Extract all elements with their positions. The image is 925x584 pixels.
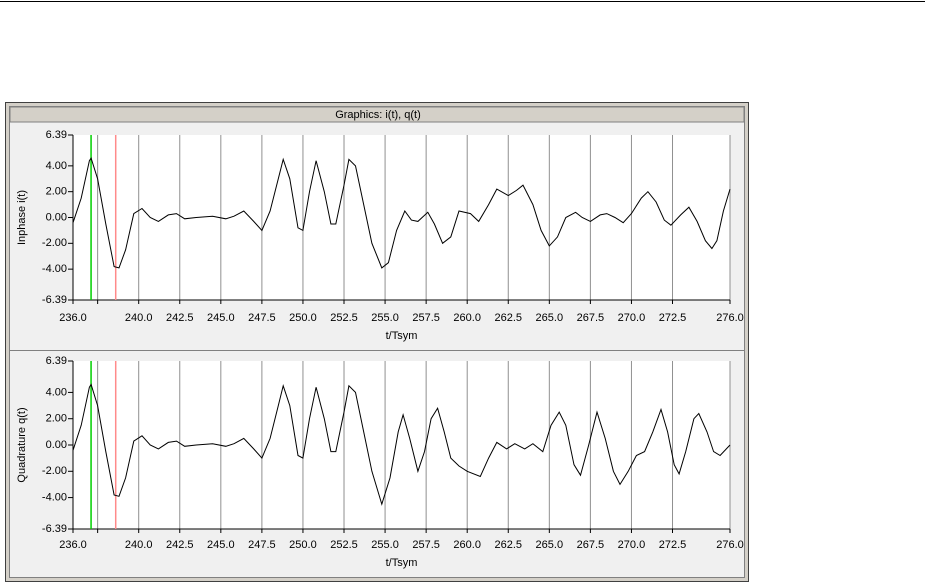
y-tick-label: -4.00 <box>42 491 67 503</box>
x-axis-label: t/Tsym <box>386 557 418 569</box>
y-tick-label: 2.00 <box>46 413 67 425</box>
x-tick-label: 252.5 <box>330 312 358 324</box>
x-tick-label: 265.0 <box>536 539 564 551</box>
x-tick-label: 270.0 <box>618 539 646 551</box>
x-tick-label: 260.0 <box>453 539 481 551</box>
y-tick-label: 6.39 <box>46 355 67 367</box>
y-axis-label: Quadrature q(t) <box>16 407 28 482</box>
x-tick-label: 262.5 <box>494 539 522 551</box>
x-tick-label: 267.5 <box>577 312 605 324</box>
y-tick-label: 6.39 <box>46 129 67 141</box>
x-tick-label: 255.0 <box>371 539 399 551</box>
x-tick-label: 247.5 <box>248 539 276 551</box>
x-tick-label: 272.5 <box>659 539 687 551</box>
title-bar <box>9 106 745 123</box>
x-tick-label: 236.0 <box>59 539 87 551</box>
x-tick-label: 255.0 <box>371 312 399 324</box>
y-tick-label: -6.39 <box>42 523 67 535</box>
x-tick-label: 236.0 <box>59 312 87 324</box>
y-tick-label: -4.00 <box>42 263 67 275</box>
y-tick-label: -2.00 <box>42 237 67 249</box>
x-tick-label: 276.0 <box>716 312 744 324</box>
window-title: Graphics: i(t), q(t) <box>335 109 421 121</box>
x-tick-label: 245.0 <box>207 539 235 551</box>
y-tick-label: -6.39 <box>42 294 67 306</box>
signal-line <box>72 383 731 506</box>
x-tick-label: 257.5 <box>412 312 440 324</box>
x-axis-label: t/Tsym <box>386 330 418 342</box>
y-tick-label: 4.00 <box>46 160 67 172</box>
x-tick-label: 240.0 <box>125 312 153 324</box>
x-tick-label: 252.5 <box>330 539 358 551</box>
x-tick-label: 240.0 <box>125 539 153 551</box>
x-tick-label: 242.5 <box>166 539 194 551</box>
x-tick-label: 270.0 <box>618 312 646 324</box>
x-tick-label: 272.5 <box>659 312 687 324</box>
y-tick-label: 2.00 <box>46 186 67 198</box>
x-tick-label: 250.0 <box>289 539 317 551</box>
y-tick-label: 4.00 <box>46 386 67 398</box>
y-axis-label: Inphase i(t) <box>16 190 28 245</box>
x-tick-label: 242.5 <box>166 312 194 324</box>
y-tick-label: -2.00 <box>42 465 67 477</box>
x-tick-label: 262.5 <box>494 312 522 324</box>
y-tick-label: 0.00 <box>46 439 67 451</box>
y-tick-label: 0.00 <box>46 211 67 223</box>
x-tick-label: 245.0 <box>207 312 235 324</box>
x-tick-label: 250.0 <box>289 312 317 324</box>
x-tick-label: 265.0 <box>536 312 564 324</box>
x-tick-label: 247.5 <box>248 312 276 324</box>
x-tick-label: 260.0 <box>453 312 481 324</box>
x-tick-label: 257.5 <box>412 539 440 551</box>
x-tick-label: 276.0 <box>716 539 744 551</box>
x-tick-label: 267.5 <box>577 539 605 551</box>
signal-line <box>72 156 731 269</box>
